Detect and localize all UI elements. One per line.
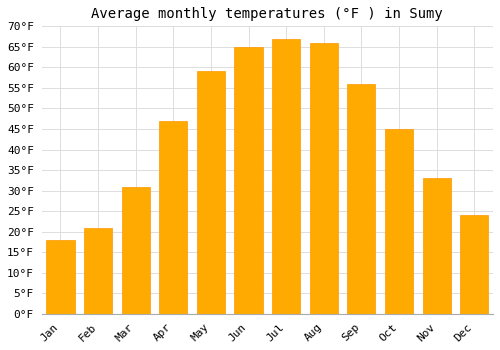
Bar — [234, 47, 262, 314]
Bar — [197, 71, 225, 314]
Bar — [122, 187, 150, 314]
Bar — [310, 43, 338, 314]
Bar — [460, 215, 488, 314]
Bar — [159, 121, 188, 314]
Bar — [385, 129, 413, 314]
Title: Average monthly temperatures (°F ) in Sumy: Average monthly temperatures (°F ) in Su… — [92, 7, 443, 21]
Bar — [348, 84, 376, 314]
Bar — [422, 178, 450, 314]
Bar — [272, 38, 300, 314]
Bar — [46, 240, 74, 314]
Bar — [84, 228, 112, 314]
